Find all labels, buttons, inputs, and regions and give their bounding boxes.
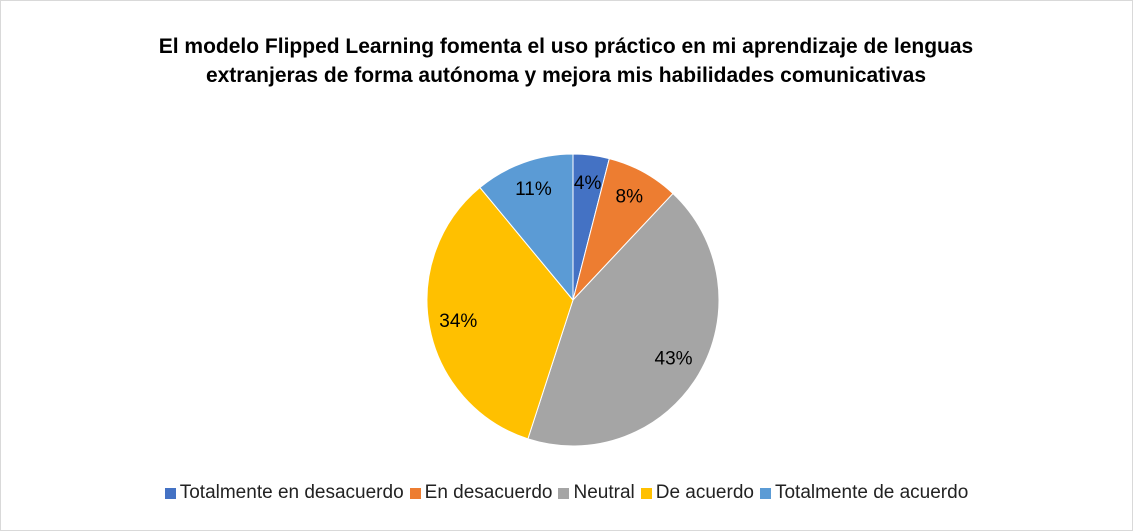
data-label: 43% [655,348,693,369]
legend-item: En desacuerdo [409,482,553,504]
data-label: 34% [439,311,477,332]
legend-swatch [164,487,176,499]
data-label: 4% [574,173,602,194]
legend-item: De acuerdo [640,482,754,504]
data-label: 8% [616,187,644,208]
legend-swatch [759,487,771,499]
legend-swatch [640,487,652,499]
chart-title: El modelo Flipped Learning fomenta el us… [158,35,974,87]
legend: Totalmente en desacuerdo En desacuerdo Neu… [0,482,1133,504]
legend-label: Neutral [573,482,635,503]
legend-label: Totalmente de acuerdo [774,482,969,503]
legend-item: Neutral [558,482,635,504]
legend-item: Totalmente de acuerdo [759,482,969,504]
legend-label: En desacuerdo [424,482,553,503]
pie-slice [426,186,574,440]
legend-swatch [409,487,421,499]
legend-swatch [558,487,570,499]
legend-item: Totalmente en desacuerdo [164,482,404,504]
legend-label: De acuerdo [655,482,754,503]
pie-slice [527,192,720,447]
pie-slice [479,153,574,302]
data-label: 11% [515,179,552,200]
legend-label: Totalmente en desacuerdo [179,482,404,503]
